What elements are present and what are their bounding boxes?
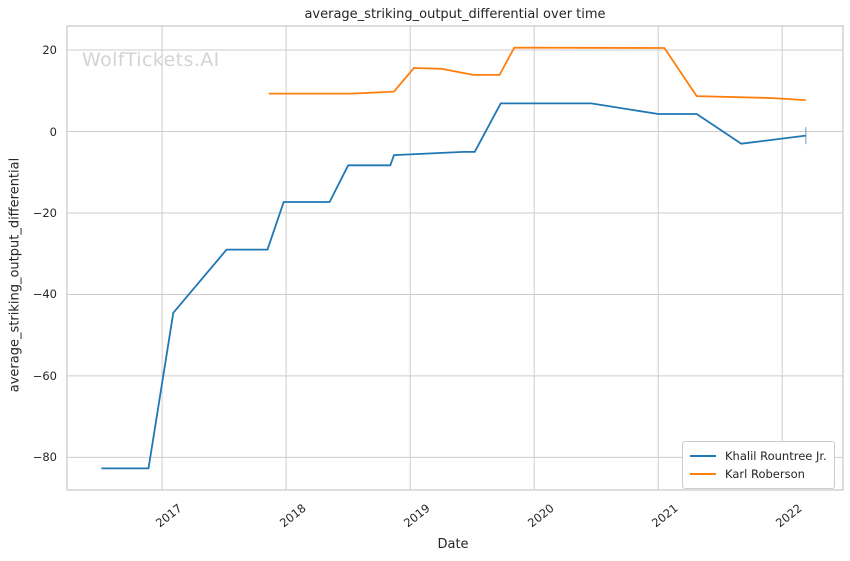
y-axis-label: average_striking_output_differential	[7, 157, 23, 393]
legend-item-label: Karl Roberson	[725, 467, 805, 481]
y-tick-label: −40	[32, 287, 57, 301]
series-line-karl-roberson	[268, 46, 806, 101]
legend: Khalil Rountree Jr. Karl Roberson	[682, 441, 835, 489]
plot-border	[66, 25, 844, 491]
y-tick-label: −20	[32, 206, 57, 220]
legend-line-swatch	[690, 473, 716, 475]
y-tick-label: 20	[42, 43, 57, 57]
legend-item: Karl Roberson	[690, 466, 827, 482]
series-line-khalil-rountree-jr	[101, 102, 806, 470]
chart-title: average_striking_output_differential ove…	[304, 7, 606, 22]
x-axis-label: Date	[437, 537, 469, 552]
legend-item: Khalil Rountree Jr.	[690, 448, 827, 464]
y-tick-label: −80	[32, 450, 57, 464]
legend-line-swatch	[690, 455, 716, 457]
y-tick-label: −60	[32, 369, 57, 383]
watermark: WolfTickets.AI	[82, 49, 220, 71]
legend-item-label: Khalil Rountree Jr.	[725, 449, 827, 463]
y-tick-label: 0	[49, 125, 57, 139]
